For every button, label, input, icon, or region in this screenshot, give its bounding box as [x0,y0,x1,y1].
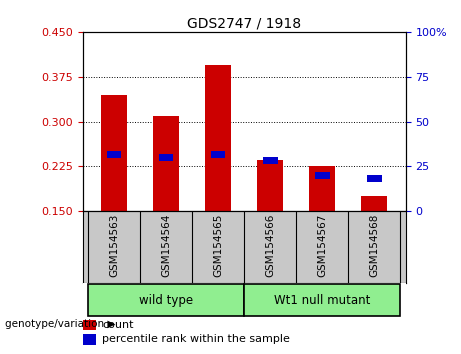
Text: Wt1 null mutant: Wt1 null mutant [274,293,371,307]
Text: GSM154567: GSM154567 [318,213,327,277]
Text: GSM154563: GSM154563 [109,213,119,277]
Text: percentile rank within the sample: percentile rank within the sample [102,335,290,344]
Text: wild type: wild type [139,293,193,307]
Bar [315,172,330,179]
Bar [88,284,244,316]
Bar [309,166,336,211]
Bar [83,320,96,331]
Bar [153,116,179,211]
Bar [361,196,387,211]
Text: genotype/variation ▶: genotype/variation ▶ [5,319,115,329]
Bar [367,175,382,182]
Title: GDS2747 / 1918: GDS2747 / 1918 [187,17,301,31]
Text: GSM154565: GSM154565 [213,213,223,277]
Bar [83,334,96,344]
Bar [211,151,225,158]
Text: GSM154566: GSM154566 [266,213,275,277]
Bar [101,95,127,211]
Text: GSM154568: GSM154568 [369,213,379,277]
Bar [159,154,173,161]
Bar [257,160,284,211]
Text: count: count [102,320,134,330]
Bar [205,65,231,211]
Text: GSM154564: GSM154564 [161,213,171,277]
Bar [244,284,401,316]
Bar [263,157,278,164]
Bar [107,151,121,158]
